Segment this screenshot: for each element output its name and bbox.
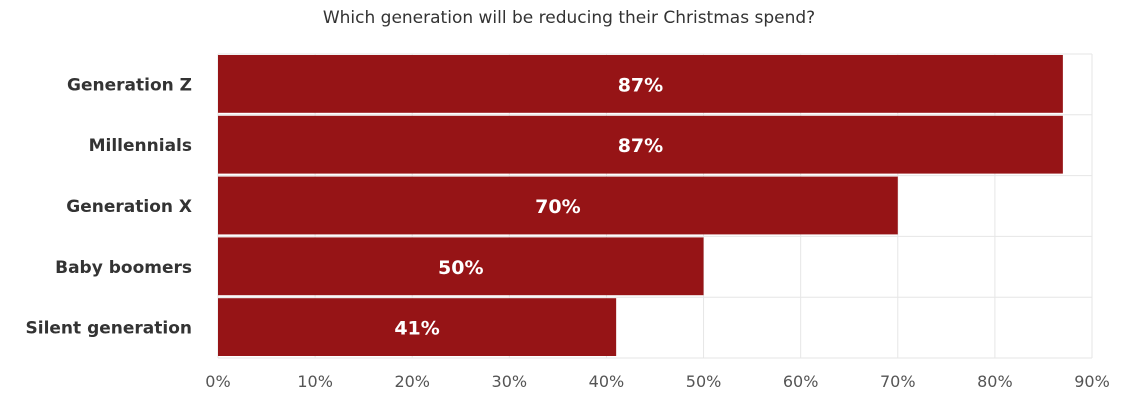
x-tick-label-9: 90% bbox=[1074, 372, 1110, 391]
bar-4 bbox=[218, 298, 617, 356]
category-label-0: Generation Z bbox=[67, 75, 192, 95]
bar-0 bbox=[218, 55, 1063, 113]
category-label-3: Baby boomers bbox=[55, 258, 192, 278]
data-label-4: 41% bbox=[394, 318, 439, 340]
x-tick-label-7: 70% bbox=[880, 372, 916, 391]
category-label-2: Generation X bbox=[66, 197, 192, 217]
bar-3 bbox=[218, 237, 704, 296]
x-tick-label-4: 40% bbox=[589, 372, 625, 391]
chart-title: Which generation will be reducing their … bbox=[322, 8, 816, 28]
x-tick-label-2: 20% bbox=[394, 372, 430, 391]
x-tick-label-1: 10% bbox=[297, 372, 333, 391]
data-label-1: 87% bbox=[618, 135, 663, 157]
category-label-4: Silent generation bbox=[26, 319, 193, 339]
x-tick-label-3: 30% bbox=[492, 372, 528, 391]
data-label-2: 70% bbox=[535, 196, 580, 218]
data-label-3: 50% bbox=[438, 257, 483, 279]
category-label-1: Millennials bbox=[89, 136, 192, 156]
data-label-0: 87% bbox=[618, 74, 663, 96]
x-tick-label-5: 50% bbox=[686, 372, 722, 391]
x-tick-label-0: 0% bbox=[205, 372, 230, 391]
bar-2 bbox=[218, 176, 898, 235]
x-tick-label-6: 60% bbox=[783, 372, 819, 391]
x-tick-label-8: 80% bbox=[977, 372, 1013, 391]
bar-1 bbox=[218, 115, 1063, 174]
